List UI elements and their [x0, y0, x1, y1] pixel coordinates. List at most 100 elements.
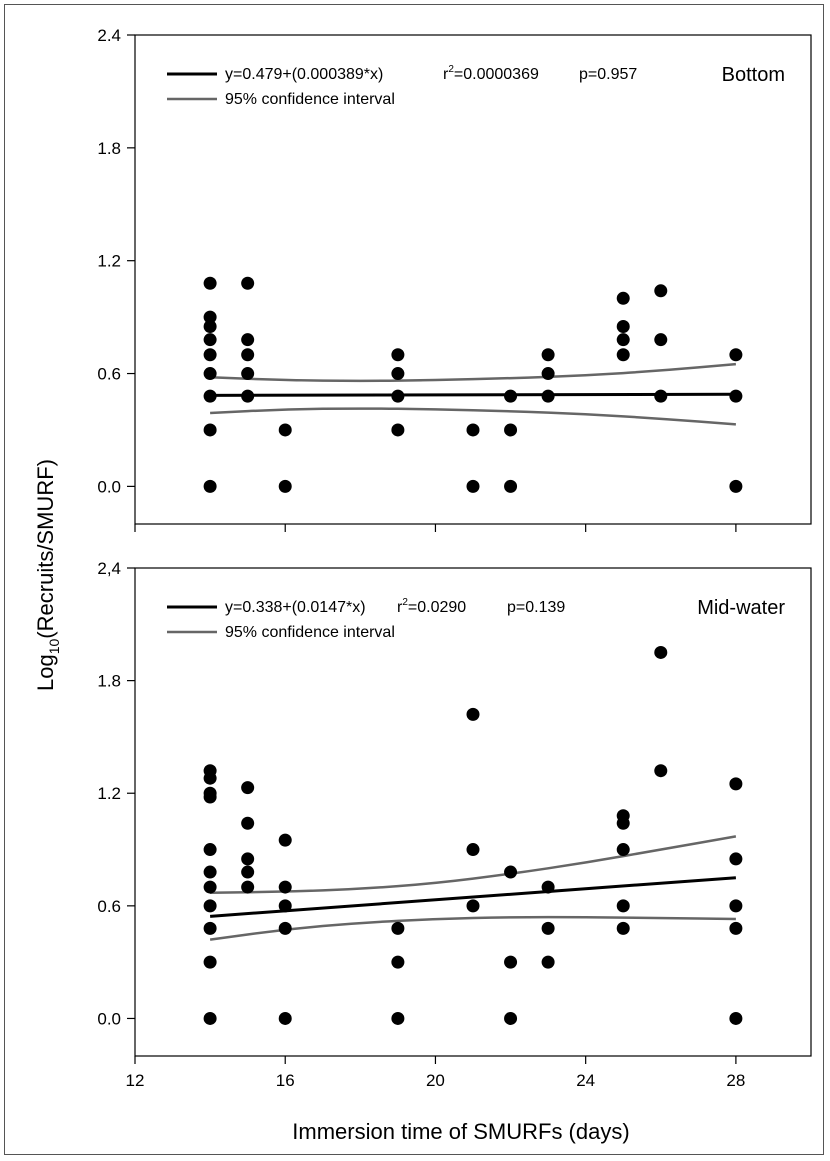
data-point — [203, 921, 217, 935]
x-tick-label: 24 — [576, 1071, 595, 1090]
legend-ci-label: 95% confidence interval — [225, 624, 395, 641]
data-point — [616, 291, 630, 305]
data-point — [278, 921, 292, 935]
data-point — [729, 899, 743, 913]
y-axis-title-rest: (Recruits/SMURF) — [33, 459, 58, 639]
y-tick-label: 0.0 — [97, 477, 121, 496]
data-point — [391, 921, 405, 935]
data-point — [541, 348, 555, 362]
legend-r2-prefix: r — [443, 66, 449, 83]
data-point — [391, 367, 405, 381]
data-point — [466, 479, 480, 493]
legend-r2-sup: 2 — [448, 64, 454, 75]
ci-upper-curve — [210, 362, 736, 383]
data-point — [278, 1011, 292, 1025]
data-point — [391, 389, 405, 403]
data-point — [203, 389, 217, 403]
fit-line — [210, 876, 736, 918]
data-point — [541, 367, 555, 381]
data-point — [729, 852, 743, 866]
figure-svg: Log10(Recruits/SMURF) Immersion time of … — [33, 26, 812, 1144]
data-point — [616, 320, 630, 334]
y-tick-label: 0.6 — [97, 897, 121, 916]
data-point — [729, 921, 743, 935]
data-point — [241, 276, 255, 290]
ci-lower-curve — [209, 915, 736, 941]
legend-p-value: p=0.957 — [579, 66, 637, 83]
data-point — [654, 645, 668, 659]
panel-label: Mid-water — [697, 597, 785, 619]
data-point — [278, 833, 292, 847]
legend-r2-value: =0.0290 — [408, 599, 466, 616]
x-tick-label: 28 — [726, 1071, 745, 1090]
data-point — [541, 880, 555, 894]
legend-ci-label: 95% confidence interval — [225, 91, 395, 108]
data-point — [616, 899, 630, 913]
figure-frame: Log10(Recruits/SMURF) Immersion time of … — [4, 4, 824, 1155]
plot-area — [134, 34, 812, 525]
data-point — [203, 423, 217, 437]
data-point — [729, 1011, 743, 1025]
data-point — [203, 348, 217, 362]
data-point — [278, 479, 292, 493]
legend-r2-value: =0.0000369 — [454, 66, 539, 83]
plot-area — [134, 567, 812, 1057]
data-point — [391, 348, 405, 362]
y-axis-title-prefix: Log — [33, 654, 58, 691]
data-point — [278, 880, 292, 894]
ci-lower-curve — [210, 407, 736, 426]
data-point — [466, 899, 480, 913]
data-point — [278, 423, 292, 437]
data-point — [729, 348, 743, 362]
data-point — [203, 310, 217, 324]
data-point — [616, 333, 630, 347]
data-point — [541, 389, 555, 403]
panels: 0.0 0.6 1.2 1.8 2.4 Bottom y=0.479+(0.000389*x… — [97, 26, 812, 1090]
data-point — [654, 389, 668, 403]
data-point — [654, 764, 668, 778]
data-point — [504, 955, 518, 969]
legend-r2-sup: 2 — [402, 597, 408, 608]
data-point — [541, 921, 555, 935]
data-point — [391, 955, 405, 969]
y-tick-label: 0.6 — [97, 365, 121, 384]
data-point — [541, 955, 555, 969]
data-point — [203, 320, 217, 334]
legend-r2: r2=0.0000369 — [443, 64, 539, 83]
data-point — [654, 284, 668, 298]
data-point — [203, 276, 217, 290]
data-point — [654, 333, 668, 347]
legend: y=0.479+(0.000389*x) r2=0.0000369 p=0.957 9… — [167, 64, 637, 108]
data-point — [504, 479, 518, 493]
ci-upper-curve — [210, 835, 737, 894]
data-point — [466, 843, 480, 857]
legend-fit-equation: y=0.338+(0.0147*x) — [225, 599, 366, 616]
data-point — [278, 899, 292, 913]
data-point — [616, 816, 630, 830]
data-point — [241, 781, 255, 795]
data-point — [729, 389, 743, 403]
data-point — [616, 843, 630, 857]
y-tick-label: 1.8 — [97, 139, 121, 158]
data-point — [203, 899, 217, 913]
y-tick-label: 2,4 — [97, 559, 121, 578]
x-tick-label: 16 — [276, 1071, 295, 1090]
data-point — [729, 777, 743, 791]
legend-fit-equation: y=0.479+(0.000389*x) — [225, 66, 383, 83]
data-point — [504, 389, 518, 403]
y-tick-label: 2.4 — [97, 26, 121, 45]
data-point — [504, 423, 518, 437]
x-axis-title: Immersion time of SMURFs (days) — [292, 1119, 629, 1144]
legend-r2-prefix: r — [397, 599, 403, 616]
data-point — [241, 865, 255, 879]
data-point — [241, 852, 255, 866]
data-point — [241, 389, 255, 403]
data-point — [391, 1011, 405, 1025]
data-point — [616, 921, 630, 935]
data-point — [203, 479, 217, 493]
panel-bottom: 0.0 0.6 1.2 1.8 2.4 Bottom y=0.479+(0.000389*x… — [97, 26, 812, 532]
data-point — [504, 865, 518, 879]
x-tick-label: 20 — [426, 1071, 445, 1090]
data-point — [203, 367, 217, 381]
data-point — [203, 880, 217, 894]
